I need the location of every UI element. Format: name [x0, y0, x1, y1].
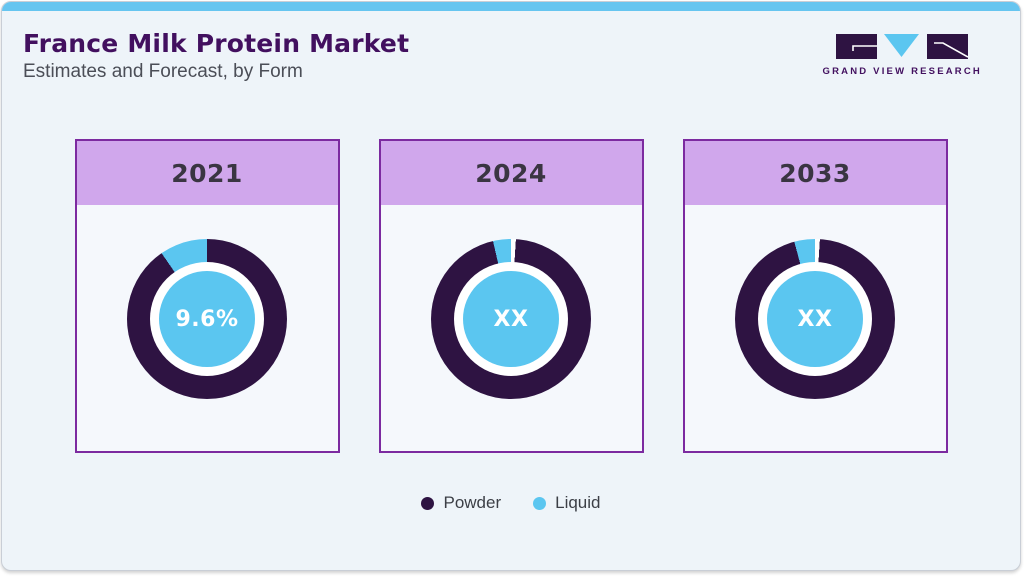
page-subtitle: Estimates and Forecast, by Form — [23, 61, 303, 82]
legend-label: Powder — [443, 493, 502, 512]
chart-legend: Powder Liquid — [2, 493, 1020, 513]
year-card-body: XX — [685, 205, 946, 451]
donut-cards-row: 2021 9.6% 2024 XX — [2, 139, 1020, 453]
year-label: 2021 — [171, 158, 243, 188]
legend-item-liquid: Liquid — [533, 493, 601, 513]
year-card-header: 2024 — [380, 141, 642, 205]
donut-hole: 9.6% — [150, 262, 264, 376]
donut-chart: XX — [735, 239, 895, 399]
year-card-2021: 2021 9.6% — [74, 139, 340, 453]
top-accent-bar — [2, 2, 1020, 11]
donut-chart: XX — [431, 239, 591, 399]
year-card-body: XX — [381, 205, 642, 451]
legend-item-powder: Powder — [421, 493, 501, 513]
year-label: 2024 — [475, 158, 547, 188]
page-title: France Milk Protein Market — [23, 29, 410, 58]
year-card-header: 2021 — [76, 141, 338, 205]
year-label: 2033 — [779, 158, 851, 188]
gvr-logo-mark — [836, 34, 969, 59]
year-card-header: 2033 — [684, 141, 946, 205]
donut-hole: XX — [454, 262, 568, 376]
year-card-2033: 2033 XX — [682, 139, 948, 453]
gvr-logo: GRAND VIEW RESEARCH — [822, 33, 982, 77]
legend-dot-powder — [421, 496, 435, 510]
legend-label: Liquid — [555, 493, 601, 512]
donut-chart: 9.6% — [127, 239, 287, 399]
donut-center-value: XX — [493, 306, 529, 332]
year-card-body: 9.6% — [77, 205, 338, 451]
gvr-logo-text: GRAND VIEW RESEARCH — [822, 66, 982, 77]
page-header: France Milk Protein Market Estimates and… — [2, 11, 1020, 83]
legend-dot-liquid — [533, 496, 547, 510]
donut-hole: XX — [758, 262, 872, 376]
year-card-2024: 2024 XX — [378, 139, 644, 453]
donut-center: 9.6% — [159, 271, 255, 367]
donut-center-value: XX — [797, 306, 833, 332]
donut-center: XX — [767, 271, 863, 367]
title-block: France Milk Protein Market Estimates and… — [23, 29, 409, 83]
donut-center: XX — [463, 271, 559, 367]
donut-center-value: 9.6% — [175, 306, 239, 332]
